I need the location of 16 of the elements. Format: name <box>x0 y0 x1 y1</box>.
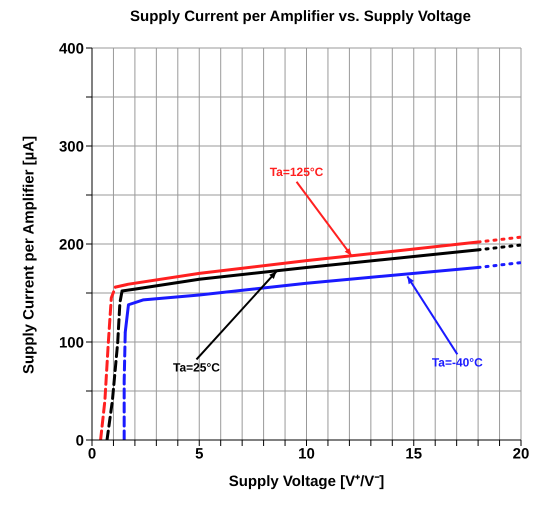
y-tick-label: 400 <box>58 40 84 58</box>
x-tick-label: 10 <box>298 446 315 463</box>
x-tick-label: 5 <box>195 446 204 463</box>
annotation: Ta=-40°C <box>432 355 484 370</box>
x-tick-label: 0 <box>88 446 96 463</box>
x-tick-label: 15 <box>405 446 422 463</box>
x-tick-label: 20 <box>512 446 530 463</box>
y-axis-title: Supply Current per Amplifier [µA] <box>20 136 38 374</box>
y-tick-label: 0 <box>76 432 84 450</box>
annotation: Ta=25°C <box>173 360 220 374</box>
y-tick-label: 200 <box>58 236 84 254</box>
annotation: Ta=125°C <box>270 164 324 179</box>
chart-title: Supply Current per Amplifier vs. Supply Voltage <box>129 8 472 27</box>
y-tick-label: 300 <box>58 138 84 156</box>
y-tick-label: 100 <box>58 334 84 352</box>
x-axis-title: Supply Voltage [V⁺/V⁻] <box>228 473 384 490</box>
